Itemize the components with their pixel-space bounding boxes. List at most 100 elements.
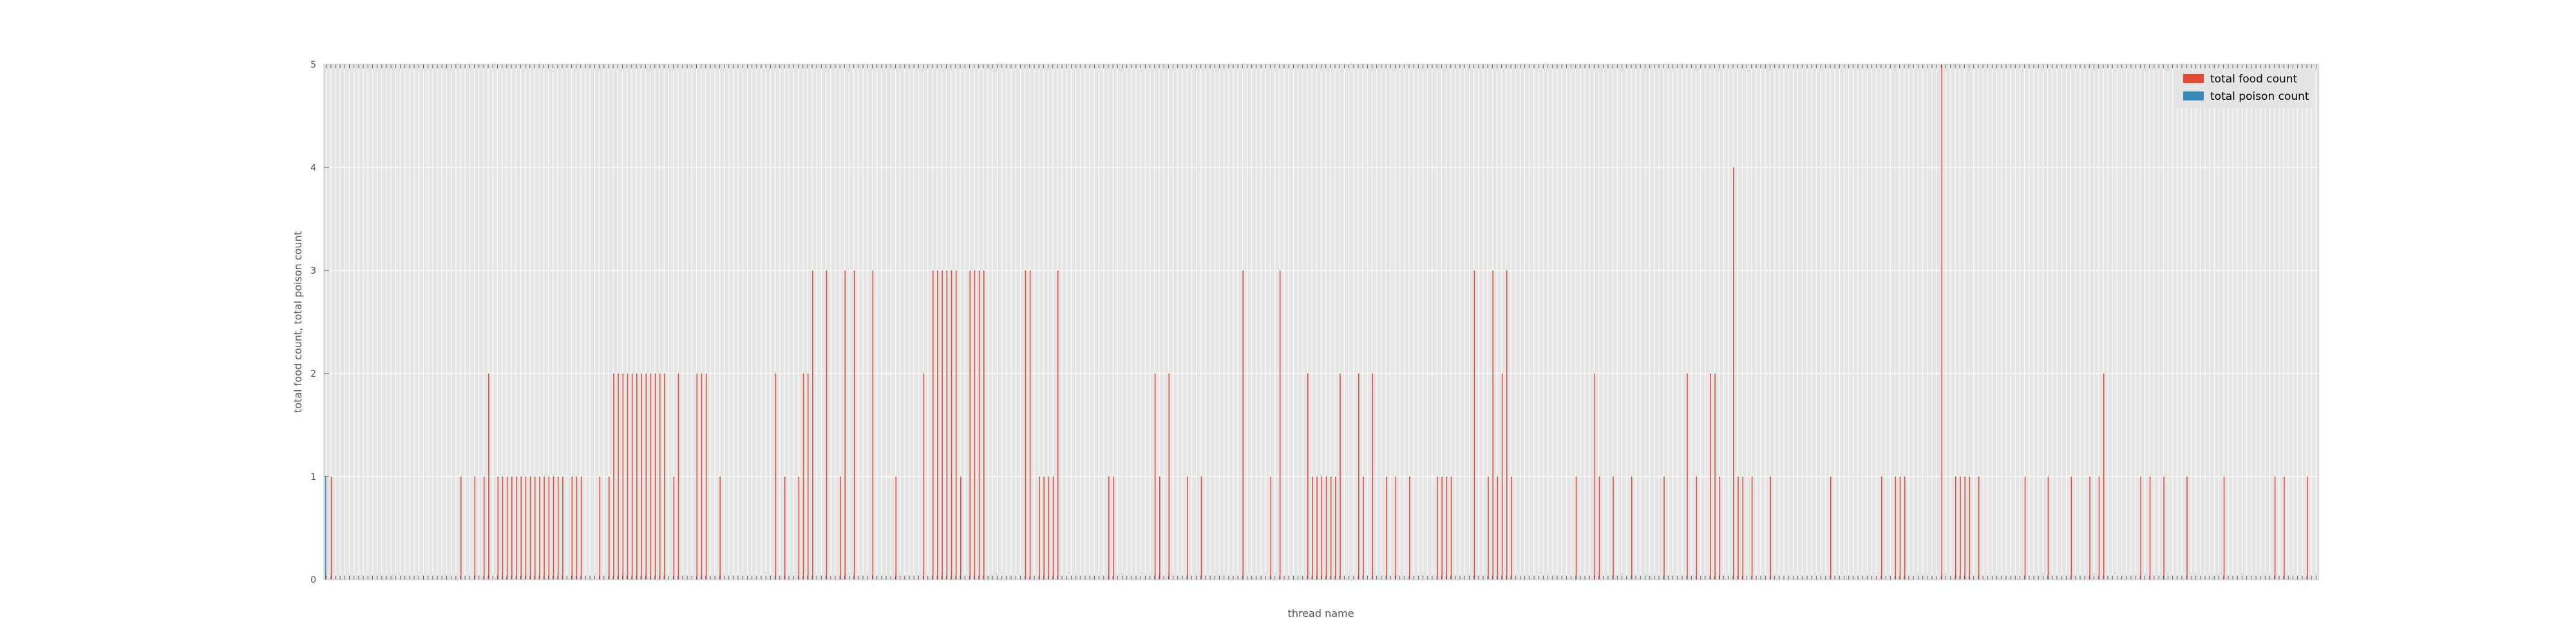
bar-food-count: [650, 374, 652, 580]
bar-food-count: [1200, 477, 1202, 580]
bar-food-count: [705, 374, 707, 580]
bar-food-count: [1687, 374, 1688, 580]
bar-food-count: [529, 477, 531, 580]
bar-food-count: [641, 374, 642, 580]
bar-food-count: [631, 374, 633, 580]
y-tick-label: 0: [310, 575, 316, 585]
bar-food-count: [2098, 477, 2100, 580]
x-axis-label: thread name: [1288, 607, 1354, 620]
bar-food-count: [826, 270, 828, 580]
bar-food-count: [1501, 374, 1503, 580]
bar-food-count: [1335, 477, 1336, 580]
bar-food-count: [539, 477, 540, 580]
bar-food-count: [548, 477, 550, 580]
y-tick-label: 2: [310, 369, 316, 379]
bar-food-count: [553, 477, 554, 580]
bar-food-count: [1488, 477, 1489, 580]
bar-food-count: [664, 374, 665, 580]
bar-food-count: [840, 477, 841, 580]
bar-food-count: [534, 477, 536, 580]
bar-food-count: [1386, 477, 1387, 580]
bar-food-count: [1043, 477, 1045, 580]
bar-food-count: [488, 374, 489, 580]
bar-food-count: [1029, 270, 1031, 580]
y-tick-label: 5: [310, 60, 316, 70]
bar-food-count: [2047, 477, 2049, 580]
bar-food-count: [1710, 374, 1711, 580]
bar-food-count: [677, 374, 679, 580]
bar-food-count: [1446, 477, 1448, 580]
bar-poison-count: [325, 477, 327, 580]
bar-food-count: [506, 477, 508, 580]
bar-food-count: [932, 270, 934, 580]
bar-food-count: [1575, 477, 1577, 580]
bar-food-count: [1978, 477, 1980, 580]
bar-food-count: [1437, 477, 1438, 580]
bar-food-count: [974, 270, 976, 580]
bar-food-count: [544, 477, 545, 580]
bar-food-count: [978, 270, 980, 580]
bar-food-count: [1340, 374, 1341, 580]
bar-food-count: [1714, 374, 1716, 580]
bar-food-count: [1168, 374, 1170, 580]
bar-food-count: [1052, 477, 1054, 580]
bar-food-count: [942, 270, 943, 580]
bar-food-count: [1830, 477, 1832, 580]
bar-food-count: [599, 477, 601, 580]
bar-food-count: [1969, 477, 1971, 580]
bar-food-count: [1899, 477, 1901, 580]
bar-food-count: [1880, 477, 1882, 580]
bar-food-count: [627, 374, 629, 580]
y-tick-label: 4: [310, 163, 316, 173]
bar-food-count: [1242, 270, 1244, 580]
bar-food-count: [1321, 477, 1323, 580]
bar-food-count: [520, 477, 522, 580]
bar-food-count: [1187, 477, 1188, 580]
bar-food-count: [654, 374, 656, 580]
bar-food-count: [1441, 477, 1443, 580]
bar-food-count: [1279, 270, 1281, 580]
legend-swatch-poison: [2183, 91, 2204, 100]
bar-food-count: [2223, 477, 2225, 580]
bar-food-count: [1613, 477, 1614, 580]
bar-food-count: [946, 270, 948, 580]
bar-food-count: [955, 270, 957, 580]
legend: total food count total poison count: [2177, 68, 2315, 108]
bar-food-count: [2186, 477, 2188, 580]
bar-food-count: [1057, 270, 1059, 580]
bar-food-count: [853, 270, 855, 580]
bar-food-count: [812, 270, 813, 580]
bars: [325, 64, 2308, 580]
bar-food-count: [1363, 477, 1364, 580]
bar-food-count: [483, 477, 485, 580]
bar-food-count: [1325, 477, 1327, 580]
bar-food-count: [983, 270, 985, 580]
bar-food-count: [2284, 477, 2285, 580]
bar-food-count: [1941, 64, 1942, 580]
bar-food-count: [1770, 477, 1772, 580]
bar-food-count: [2149, 477, 2151, 580]
bar-food-count: [844, 270, 846, 580]
bar-food-count: [923, 374, 925, 580]
bar-food-count: [1159, 477, 1160, 580]
bar-food-count: [562, 477, 564, 580]
bar-food-count: [969, 270, 971, 580]
bar-food-count: [622, 374, 624, 580]
bar-food-count: [659, 374, 661, 580]
bar-food-count: [2307, 477, 2308, 580]
bar-food-count: [1372, 374, 1374, 580]
bar-food-count: [2140, 477, 2141, 580]
legend-label-poison: total poison count: [2210, 90, 2309, 103]
bar-food-count: [2103, 374, 2105, 580]
bar-food-count: [1511, 477, 1512, 580]
legend-label-food: total food count: [2210, 73, 2298, 86]
bar-food-count: [798, 477, 800, 580]
bar-food-count: [330, 477, 332, 580]
legend-swatch-food: [2183, 74, 2204, 83]
bar-food-count: [460, 477, 462, 580]
bar-food-count: [571, 477, 573, 580]
bar-food-count: [895, 477, 897, 580]
bar-food-count: [1964, 477, 1965, 580]
bar-food-count: [775, 374, 777, 580]
